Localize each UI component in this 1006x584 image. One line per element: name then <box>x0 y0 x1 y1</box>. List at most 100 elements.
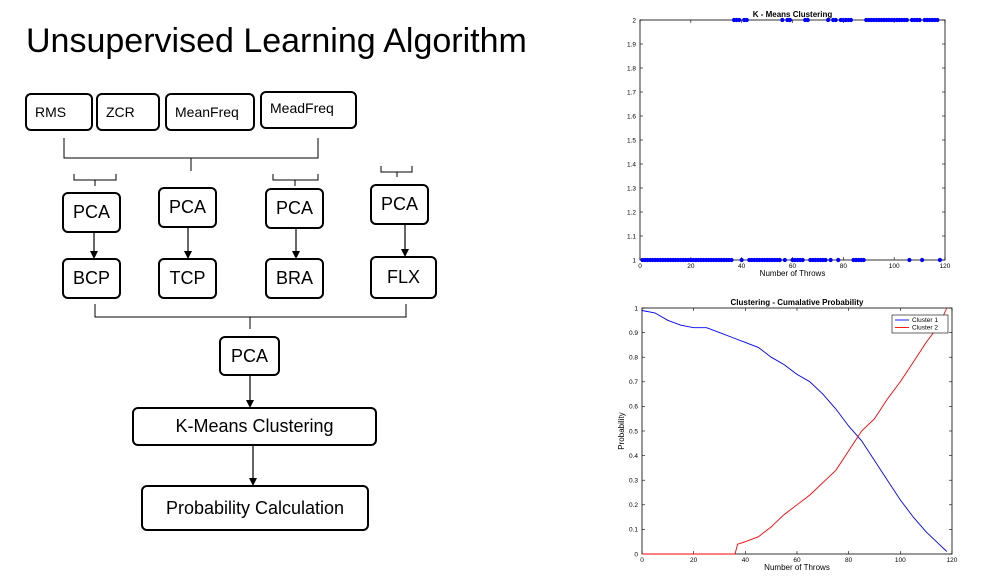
scatter-xlabel: Number of Throws <box>760 269 826 278</box>
line-xtick-label: 100 <box>895 557 906 564</box>
line-ytick-label: 0.5 <box>629 428 638 435</box>
scatter-point <box>904 17 909 23</box>
component-flx-label: FLX <box>386 267 420 287</box>
scatter-ytick-label: 2 <box>632 17 636 24</box>
scatter-xtick-label: 80 <box>840 263 848 270</box>
scatter-point <box>848 17 854 23</box>
scatter-ytick-label: 1.7 <box>627 89 636 96</box>
scatter-ytick-label: 1.5 <box>627 137 636 144</box>
legend-label: Cluster 2 <box>912 325 938 332</box>
pca-label: PCA <box>275 198 313 218</box>
line-plot-area <box>641 307 953 555</box>
line-xtick-label: 0 <box>640 557 644 564</box>
scatter-ytick-label: 1.6 <box>627 113 636 120</box>
scatter-point <box>800 257 805 263</box>
line-ytick-label: 0.6 <box>629 404 638 411</box>
scatter-point <box>729 257 734 263</box>
scatter-point <box>836 257 841 263</box>
pca-box-3: PCA <box>265 188 324 229</box>
page-title: Unsupervised Learning Algorithm <box>26 22 527 60</box>
feature-meadfreq-label: MeadFreq <box>270 100 334 116</box>
pca-box-1: PCA <box>62 192 121 233</box>
line-ytick-label: 0.2 <box>629 502 638 509</box>
feature-rms-label: RMS <box>35 104 67 120</box>
scatter-xtick-label: 20 <box>687 263 695 270</box>
probability-label: Probability Calculation <box>165 497 345 518</box>
line-ytick-label: 0.8 <box>629 355 638 362</box>
feature-brace <box>63 138 319 171</box>
scatter-point <box>907 257 912 263</box>
scatter-ytick-label: 1.1 <box>627 233 636 240</box>
line-xtick-label: 120 <box>947 557 958 564</box>
final-pca-box: PCA <box>219 336 280 376</box>
line-ytick-label: 0 <box>634 551 638 558</box>
line-xlabel: Number of Throws <box>764 563 830 572</box>
scatter-point <box>737 17 742 23</box>
scatter-xtick-label: 0 <box>638 263 642 270</box>
scatter-ytick-label: 1.2 <box>627 209 636 216</box>
scatter-point <box>805 17 810 23</box>
component-bra: BRA <box>265 258 324 299</box>
line-series-1 <box>641 310 948 552</box>
feature-meanfreq: MeanFreq <box>165 93 255 131</box>
scatter-xtick-label: 120 <box>940 263 951 270</box>
line-ytick-label: 0.3 <box>629 478 638 485</box>
probability-box: Probability Calculation <box>141 485 369 531</box>
component-tcp-label: TCP <box>169 268 206 288</box>
feature-rms: RMS <box>25 93 93 131</box>
scatter-point <box>828 257 833 263</box>
scatter-point <box>823 257 828 263</box>
line-ytick-label: 0.4 <box>629 453 638 460</box>
pca4-brace <box>380 166 413 177</box>
line-xtick-label: 20 <box>690 557 698 564</box>
component-tcp: TCP <box>158 258 217 299</box>
scatter-point <box>744 17 749 23</box>
feature-meadfreq: MeadFreq <box>260 91 357 129</box>
component-bcp-label: BCP <box>72 268 110 288</box>
scatter-point <box>787 17 793 23</box>
line-title: Clustering - Cumalative Probability <box>731 298 864 307</box>
component-flx: FLX <box>370 256 437 299</box>
scatter-point <box>917 17 922 23</box>
scatter-xtick-label: 100 <box>889 263 900 270</box>
pca1-brace <box>73 174 117 186</box>
line-ylabel: Probability <box>617 412 626 449</box>
kmeans-box: K-Means Clustering <box>132 407 377 446</box>
scatter-ytick-label: 1.4 <box>627 161 636 168</box>
kmeans-label: K-Means Clustering <box>175 416 334 436</box>
scatter-point <box>920 257 925 263</box>
scatter-point <box>861 257 866 263</box>
feature-meanfreq-label: MeanFreq <box>175 104 239 120</box>
pca-label: PCA <box>72 202 110 222</box>
line-xtick-label: 60 <box>793 557 801 564</box>
feature-zcr-label: ZCR <box>106 104 135 120</box>
scatter-ytick-label: 1 <box>632 257 636 264</box>
scatter-title: K - Means Clustering <box>753 10 833 19</box>
final-pca-label: PCA <box>230 345 268 366</box>
scatter-ytick-label: 1.9 <box>627 41 636 48</box>
line-ytick-label: 0.9 <box>629 330 638 337</box>
feature-zcr: ZCR <box>96 93 160 131</box>
line-ytick-label: 0.7 <box>629 379 638 386</box>
scatter-ytick-label: 1.8 <box>627 65 636 72</box>
scatter-point <box>825 17 831 23</box>
scatter-point <box>782 257 787 263</box>
line-xtick-label: 80 <box>845 557 853 564</box>
scatter-point <box>739 257 744 263</box>
line-xtick-label: 40 <box>742 557 750 564</box>
scatter-xtick-label: 60 <box>789 263 797 270</box>
scatter-ytick-label: 1.3 <box>627 185 636 192</box>
pca-label: PCA <box>380 194 418 214</box>
pca-label: PCA <box>168 197 206 217</box>
component-bcp: BCP <box>62 258 121 299</box>
scatter-point <box>833 17 838 23</box>
component-bra-label: BRA <box>275 268 313 288</box>
line-ytick-label: 0.1 <box>629 527 638 534</box>
line-ytick-label: 1 <box>634 305 638 312</box>
scatter-plot-area <box>639 19 946 261</box>
pca3-brace <box>272 174 319 186</box>
scatter-point <box>935 17 940 23</box>
